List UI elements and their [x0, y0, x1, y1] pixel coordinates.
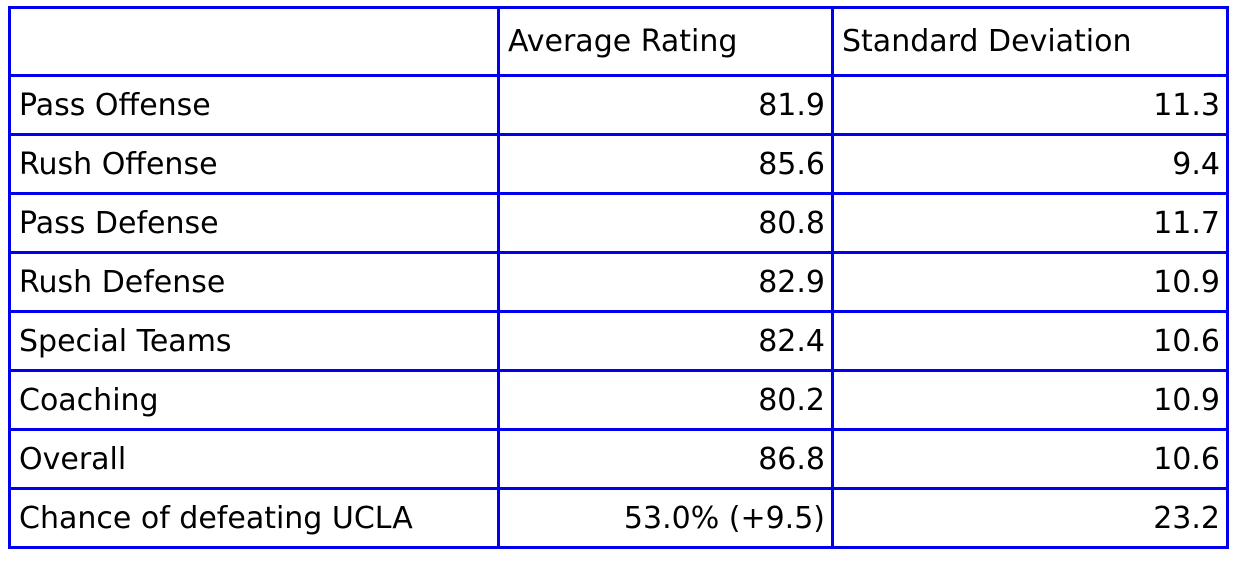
table-row: Rush Offense 85.6 9.4 — [8, 133, 1229, 195]
avg-rating-cell: 80.2 — [497, 369, 834, 431]
std-dev-cell: 11.3 — [831, 74, 1229, 136]
table-body: Pass Offense 81.9 11.3 Rush Offense 85.6 9.4 P… — [8, 74, 1229, 549]
avg-rating-cell: 82.9 — [497, 251, 834, 313]
table-row: Special Teams 82.4 10.6 — [8, 310, 1229, 372]
row-label-cell: Pass Defense — [8, 192, 500, 254]
row-label-cell: Rush Offense — [8, 133, 500, 195]
row-label-cell: Overall — [8, 428, 500, 490]
row-label-cell: Coaching — [8, 369, 500, 431]
corner-header-cell — [8, 6, 500, 77]
table-row: Pass Offense 81.9 11.3 — [8, 74, 1229, 136]
std-dev-cell: 10.6 — [831, 428, 1229, 490]
table-row: Coaching 80.2 10.9 — [8, 369, 1229, 431]
std-dev-cell: 9.4 — [831, 133, 1229, 195]
table-row: Overall 86.8 10.6 — [8, 428, 1229, 490]
table-row: Pass Defense 80.8 11.7 — [8, 192, 1229, 254]
avg-rating-cell: 86.8 — [497, 428, 834, 490]
row-label-cell: Rush Defense — [8, 251, 500, 313]
ratings-table: Average Rating Standard Deviation Pass O… — [8, 6, 1229, 549]
std-dev-header: Standard Deviation — [831, 6, 1229, 77]
table-row: Chance of defeating UCLA 53.0% (+9.5) 23.2 — [8, 487, 1229, 549]
row-label-cell: Chance of defeating UCLA — [8, 487, 500, 549]
avg-rating-header: Average Rating — [497, 6, 834, 77]
std-dev-cell: 10.6 — [831, 310, 1229, 372]
std-dev-cell: 10.9 — [831, 369, 1229, 431]
header-row: Average Rating Standard Deviation — [8, 6, 1229, 77]
avg-rating-cell: 85.6 — [497, 133, 834, 195]
row-label-cell: Pass Offense — [8, 74, 500, 136]
std-dev-cell: 23.2 — [831, 487, 1229, 549]
table-row: Rush Defense 82.9 10.9 — [8, 251, 1229, 313]
std-dev-cell: 11.7 — [831, 192, 1229, 254]
avg-rating-cell: 53.0% (+9.5) — [497, 487, 834, 549]
row-label-cell: Special Teams — [8, 310, 500, 372]
std-dev-cell: 10.9 — [831, 251, 1229, 313]
avg-rating-cell: 80.8 — [497, 192, 834, 254]
avg-rating-cell: 81.9 — [497, 74, 834, 136]
avg-rating-cell: 82.4 — [497, 310, 834, 372]
